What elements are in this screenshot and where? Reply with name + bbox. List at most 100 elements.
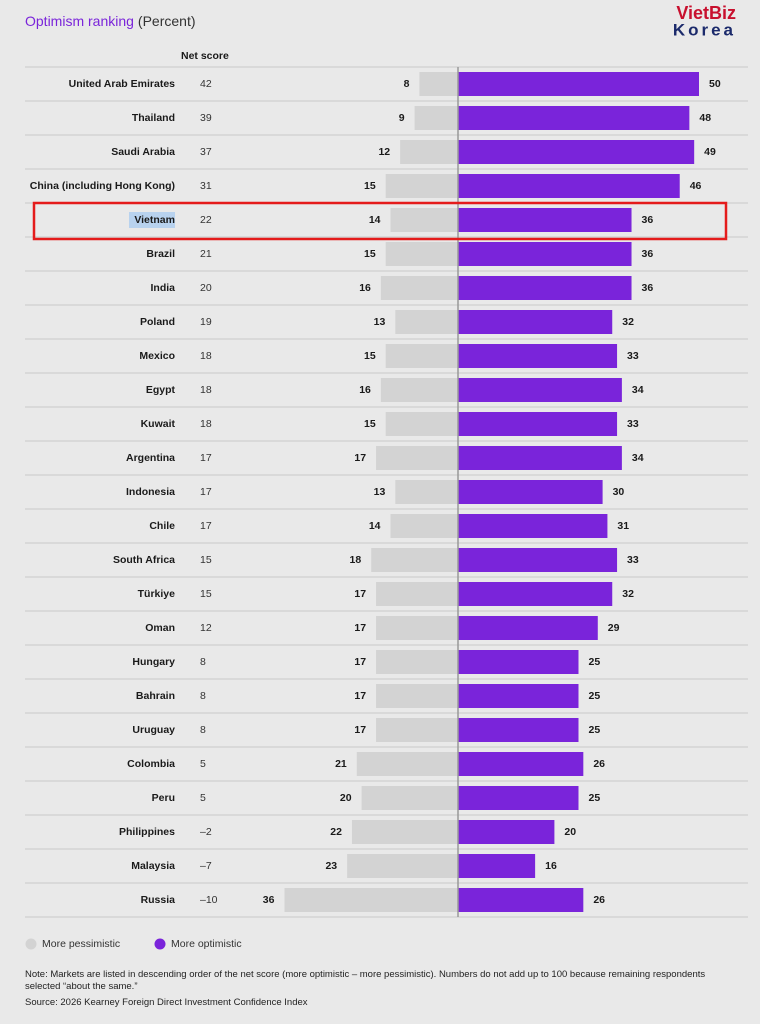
bar-pessimistic [400, 140, 458, 164]
bar-pessimistic [376, 616, 458, 640]
value-label: 17 [354, 724, 366, 736]
value-label: 8 [404, 78, 410, 90]
bar-pessimistic [390, 208, 458, 232]
value-label: 32 [622, 588, 634, 600]
value-label: 20 [564, 826, 576, 838]
value-label: 16 [359, 282, 371, 294]
value-label: 33 [627, 350, 639, 362]
bar-pessimistic [395, 480, 458, 504]
category-label: Uruguay [132, 724, 175, 736]
net-score: 12 [200, 622, 212, 634]
bar-pessimistic [361, 786, 458, 810]
bar-optimistic [458, 174, 680, 198]
bar-optimistic [458, 276, 632, 300]
value-label: 13 [374, 486, 386, 498]
legend-swatch [154, 938, 166, 950]
legend-swatch [25, 938, 37, 950]
category-label: Kuwait [141, 418, 176, 430]
net-score: 17 [200, 486, 212, 498]
net-score: 5 [200, 792, 206, 804]
value-label: 9 [399, 112, 405, 124]
value-label: 15 [364, 248, 376, 260]
bar-pessimistic [376, 446, 458, 470]
bar-optimistic [458, 242, 632, 266]
value-label: 16 [545, 860, 557, 872]
category-label: Indonesia [126, 486, 175, 498]
net-score: 18 [200, 384, 212, 396]
net-score: 22 [200, 214, 212, 226]
bar-optimistic [458, 786, 579, 810]
bar-optimistic [458, 548, 618, 572]
value-label: 25 [589, 656, 601, 668]
bar-pessimistic [376, 684, 458, 708]
value-label: 49 [704, 146, 716, 158]
bar-pessimistic [414, 106, 458, 130]
net-score: 17 [200, 520, 212, 532]
bar-optimistic [458, 378, 622, 402]
category-label: Saudi Arabia [111, 146, 175, 158]
value-label: 26 [593, 894, 605, 906]
value-label: 18 [350, 554, 362, 566]
watermark: Korea [673, 20, 736, 39]
category-label: Russia [141, 894, 176, 906]
bar-pessimistic [390, 514, 458, 538]
category-label: South Africa [113, 554, 175, 566]
bar-optimistic [458, 140, 695, 164]
highlight-text [129, 212, 175, 228]
category-label: Peru [152, 792, 175, 804]
value-label: 17 [354, 588, 366, 600]
legend-label: More optimistic [171, 938, 242, 950]
legend-label: More pessimistic [42, 938, 120, 950]
value-label: 12 [378, 146, 390, 158]
net-score: 17 [200, 452, 212, 464]
value-label: 20 [340, 792, 352, 804]
category-label: Oman [145, 622, 175, 634]
category-label: Egypt [146, 384, 176, 396]
bar-pessimistic [376, 650, 458, 674]
value-label: 32 [622, 316, 634, 328]
net-score: 21 [200, 248, 212, 260]
category-label: United Arab Emirates [69, 78, 176, 90]
bar-optimistic [458, 106, 690, 130]
bar-optimistic [458, 582, 613, 606]
category-label: Thailand [132, 112, 175, 124]
value-label: 36 [642, 282, 654, 294]
net-score: 31 [200, 180, 212, 192]
bar-pessimistic [419, 72, 458, 96]
bar-optimistic [458, 72, 699, 96]
value-label: 25 [589, 690, 601, 702]
bar-optimistic [458, 208, 632, 232]
value-label: 33 [627, 554, 639, 566]
bar-optimistic [458, 310, 613, 334]
value-label: 17 [354, 656, 366, 668]
value-label: 33 [627, 418, 639, 430]
net-score: 18 [200, 418, 212, 430]
watermark: VietBiz [676, 3, 736, 23]
category-label: Chile [149, 520, 175, 532]
bar-optimistic [458, 854, 536, 878]
value-label: 29 [608, 622, 620, 634]
net-score: 20 [200, 282, 212, 294]
bar-pessimistic [395, 310, 458, 334]
value-label: 17 [354, 622, 366, 634]
highlight-box [32, 201, 728, 241]
bar-optimistic [458, 820, 555, 844]
bar-pessimistic [385, 174, 458, 198]
bar-pessimistic [376, 582, 458, 606]
value-label: 25 [589, 792, 601, 804]
category-label: Malaysia [131, 860, 175, 872]
value-label: 25 [589, 724, 601, 736]
net-score: 8 [200, 724, 206, 736]
category-label: Hungary [132, 656, 175, 668]
value-label: 48 [699, 112, 711, 124]
bar-pessimistic [351, 820, 458, 844]
subtitle: (Percent) [138, 13, 196, 29]
value-label: 22 [330, 826, 342, 838]
value-label: 15 [364, 180, 376, 192]
category-label: Bahrain [136, 690, 175, 702]
bar-pessimistic [347, 854, 458, 878]
note: Note: Markets are listed in descending o… [25, 969, 706, 992]
category-label: Brazil [146, 248, 175, 260]
net-score: 8 [200, 656, 206, 668]
bar-pessimistic [380, 378, 458, 402]
